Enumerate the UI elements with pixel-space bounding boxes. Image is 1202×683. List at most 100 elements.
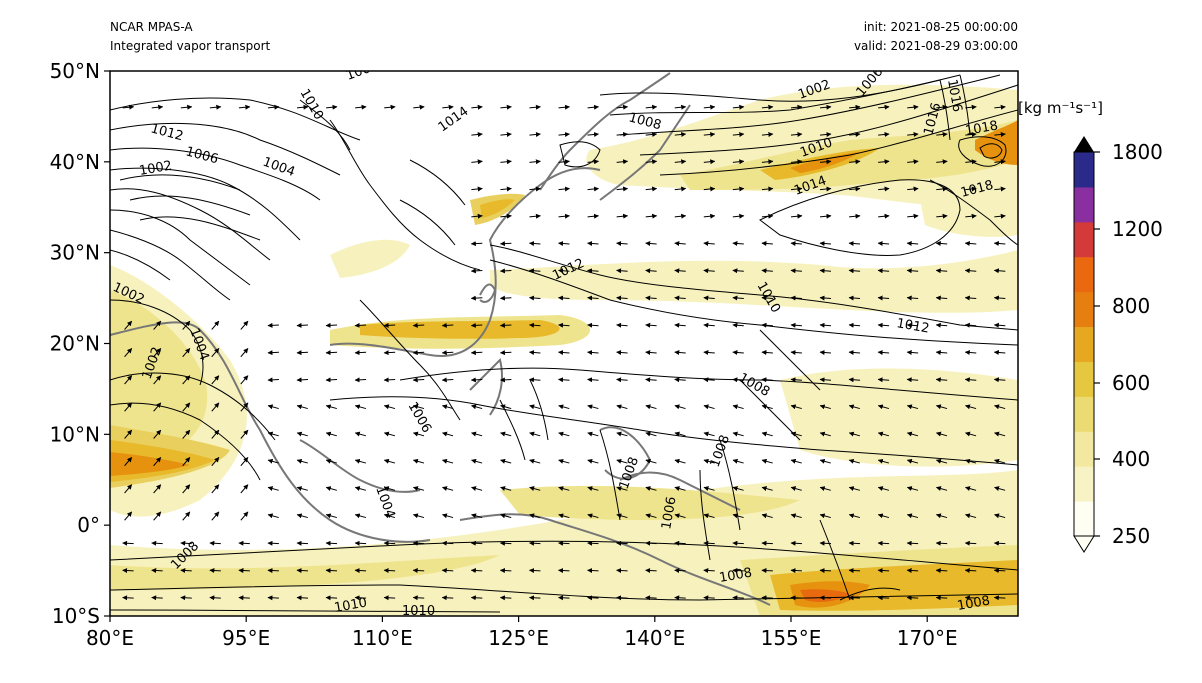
wind-arrow <box>180 540 192 546</box>
wind-arrow <box>674 540 686 546</box>
wind-arrow <box>325 377 338 383</box>
wind-arrow <box>500 513 512 519</box>
lon-tick-label: 80°E <box>86 626 134 650</box>
wind-arrow <box>907 131 919 137</box>
lat-tick-label: 50°N <box>50 59 100 83</box>
wind-arrow <box>819 268 832 274</box>
lon-tick-label: 140°E <box>624 626 685 650</box>
wind-arrow <box>848 404 860 410</box>
wind-arrow <box>558 295 570 301</box>
wind-arrow <box>761 159 774 165</box>
wind-arrow <box>732 486 744 491</box>
wind-arrow <box>645 350 657 355</box>
colorbar-frame <box>1073 151 1095 537</box>
colorbar-tick-label: 600 <box>1112 371 1150 395</box>
wind-arrow <box>182 402 191 412</box>
wind-arrow <box>151 568 163 574</box>
wind-arrow <box>354 513 367 519</box>
wind-arrow <box>528 322 541 328</box>
wind-arrow <box>412 322 425 328</box>
colorbar-block <box>1074 326 1094 362</box>
lat-tick-label: 10°S <box>52 604 100 628</box>
wind-arrow <box>499 595 512 601</box>
wind-arrow <box>674 186 687 192</box>
wind-arrow <box>528 241 541 246</box>
wind-arrow <box>645 159 658 165</box>
wind-arrow <box>703 159 716 165</box>
wind-arrow <box>267 350 279 356</box>
wind-arrow <box>674 104 687 110</box>
wind-arrow <box>819 295 832 301</box>
wind-arrow <box>703 513 715 519</box>
wind-arrow <box>994 186 1006 192</box>
contour-label: 1010 <box>333 595 368 616</box>
colorbar-block <box>1074 152 1094 188</box>
wind-arrow <box>964 377 977 383</box>
wind-arrow <box>906 513 919 519</box>
wind-arrow <box>906 295 919 301</box>
wind-arrow <box>587 486 599 491</box>
wind-arrow <box>761 377 773 383</box>
wind-arrow <box>674 159 687 165</box>
wind-arrow <box>645 186 658 192</box>
ivt-region <box>780 368 1018 467</box>
wind-arrow <box>267 486 279 491</box>
wind-arrow <box>500 131 512 137</box>
wind-arrow <box>616 486 628 491</box>
wind-arrow <box>674 295 686 301</box>
wind-arrow <box>587 350 599 355</box>
wind-arrow <box>790 268 802 274</box>
wind-arrow <box>499 241 512 247</box>
wind-arrow <box>964 540 977 546</box>
wind-arrow <box>124 429 133 439</box>
wind-arrow <box>877 377 890 383</box>
wind-arrow <box>470 322 483 328</box>
wind-arrow <box>732 568 744 574</box>
wind-arrow <box>674 213 687 219</box>
wind-arrow <box>209 595 221 601</box>
wind-arrow <box>180 568 192 574</box>
wind-arrow <box>384 104 396 110</box>
wind-arrow <box>471 186 483 192</box>
wind-arrow <box>124 375 133 385</box>
wind-arrow <box>674 486 686 491</box>
wind-arrow <box>383 431 396 437</box>
wind-arrow <box>790 131 803 137</box>
wind-arrow <box>645 377 657 383</box>
wind-arrow <box>790 213 803 219</box>
wind-arrow <box>703 322 715 328</box>
wind-arrow <box>587 241 599 246</box>
wind-arrow <box>529 186 541 192</box>
wind-arrow <box>500 213 512 219</box>
colorbar-block <box>1074 361 1094 397</box>
wind-arrow <box>267 322 279 328</box>
wind-arrow <box>153 457 162 467</box>
wind-arrow <box>124 348 133 358</box>
wind-arrow <box>616 404 628 410</box>
wind-arrow <box>616 377 628 383</box>
wind-arrow <box>616 595 628 601</box>
wind-arrow <box>124 511 133 521</box>
wind-arrow <box>993 540 1006 546</box>
wind-arrow <box>296 431 308 437</box>
wind-arrow <box>935 458 948 464</box>
wind-arrow <box>819 322 832 328</box>
wind-arrow <box>732 350 744 355</box>
wind-arrow <box>732 431 744 437</box>
wind-arrow <box>296 322 309 328</box>
wind-arrow <box>674 241 686 246</box>
wind-arrow <box>529 213 541 219</box>
wind-arrow <box>587 404 599 410</box>
wind-arrow <box>732 458 744 464</box>
colorbar-blocks <box>1073 136 1095 553</box>
wind-arrow <box>616 540 628 546</box>
wind-arrow <box>877 431 890 437</box>
wind-arrow <box>441 540 454 546</box>
colorbar-block <box>1074 291 1094 328</box>
wind-arrow <box>354 540 367 546</box>
wind-arrow <box>965 186 977 192</box>
wind-arrow <box>790 513 802 519</box>
wind-arrow <box>703 458 715 464</box>
wind-arrow <box>211 320 220 330</box>
wind-arrow <box>935 350 948 355</box>
